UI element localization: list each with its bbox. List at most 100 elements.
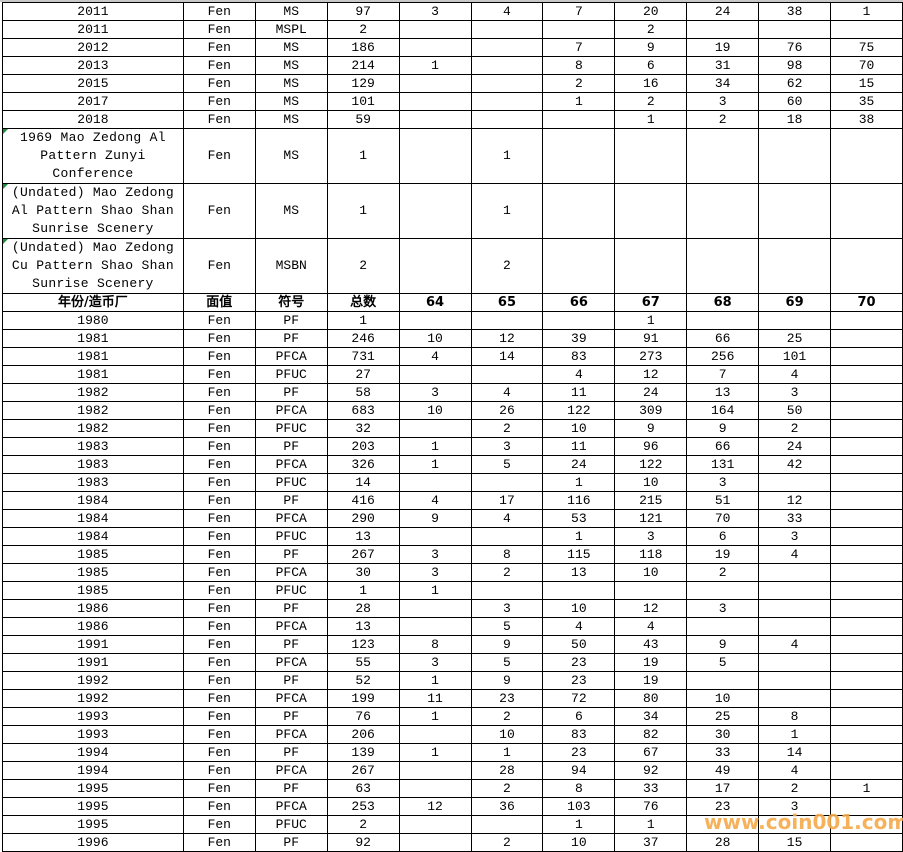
cell-grade-70[interactable]: [830, 509, 903, 528]
cell-grade-symbol[interactable]: MS: [254, 2, 328, 21]
cell-grade-69[interactable]: 62: [758, 74, 832, 93]
cell-denomination[interactable]: Fen: [182, 365, 256, 384]
cell-grade-68[interactable]: 9: [686, 635, 760, 654]
cell-grade-68[interactable]: 24: [686, 2, 760, 21]
cell-year-mint[interactable]: 1986: [2, 599, 184, 618]
cell-grade-70[interactable]: 15: [830, 74, 903, 93]
cell-grade-70[interactable]: 35: [830, 92, 903, 111]
cell-year-mint[interactable]: 1994: [2, 761, 184, 780]
cell-year-mint[interactable]: 1984: [2, 527, 184, 546]
cell-grade-67[interactable]: 12: [614, 599, 688, 618]
cell-grade-70[interactable]: [830, 707, 903, 726]
cell-grade-67[interactable]: 309: [614, 401, 688, 420]
cell-denomination[interactable]: Fen: [182, 183, 256, 239]
cell-year-mint[interactable]: 1991: [2, 635, 184, 654]
cell-grade-66[interactable]: 1: [542, 473, 616, 492]
cell-grade-68[interactable]: 68: [686, 293, 760, 312]
cell-grade-65[interactable]: 2: [470, 419, 544, 438]
cell-denomination[interactable]: Fen: [182, 473, 256, 492]
cell-grade-69[interactable]: [758, 183, 832, 239]
cell-grade-66[interactable]: 83: [542, 725, 616, 744]
cell-year-mint[interactable]: 1981: [2, 329, 184, 348]
cell-grade-70[interactable]: [830, 563, 903, 582]
cell-year-mint[interactable]: 1985: [2, 581, 184, 600]
cell-denomination[interactable]: 面值: [182, 293, 256, 312]
cell-grade-64[interactable]: 12: [398, 797, 472, 816]
cell-grade-69[interactable]: [758, 238, 832, 294]
cell-total[interactable]: 14: [326, 473, 400, 492]
cell-year-mint[interactable]: 1982: [2, 383, 184, 402]
cell-grade-65[interactable]: [470, 365, 544, 384]
cell-grade-65[interactable]: 9: [470, 671, 544, 690]
cell-year-mint[interactable]: 1984: [2, 509, 184, 528]
cell-grade-70[interactable]: [830, 383, 903, 402]
cell-grade-69[interactable]: 76: [758, 38, 832, 57]
cell-grade-symbol[interactable]: PFCA: [254, 689, 328, 708]
cell-grade-67[interactable]: 4: [614, 617, 688, 636]
cell-grade-66[interactable]: 1: [542, 92, 616, 111]
cell-denomination[interactable]: Fen: [182, 110, 256, 129]
cell-grade-68[interactable]: 3: [686, 599, 760, 618]
cell-grade-66[interactable]: 53: [542, 509, 616, 528]
cell-grade-69[interactable]: 24: [758, 437, 832, 456]
cell-grade-67[interactable]: 2: [614, 20, 688, 39]
cell-denomination[interactable]: Fen: [182, 617, 256, 636]
cell-grade-67[interactable]: 6: [614, 56, 688, 75]
cell-grade-69[interactable]: [758, 599, 832, 618]
cell-grade-67[interactable]: 10: [614, 563, 688, 582]
cell-grade-70[interactable]: [830, 365, 903, 384]
cell-grade-68[interactable]: 3: [686, 92, 760, 111]
cell-grade-68[interactable]: 66: [686, 329, 760, 348]
cell-grade-symbol[interactable]: PFUC: [254, 365, 328, 384]
cell-grade-70[interactable]: [830, 473, 903, 492]
cell-grade-69[interactable]: 4: [758, 635, 832, 654]
cell-grade-69[interactable]: [758, 581, 832, 600]
cell-total[interactable]: 267: [326, 761, 400, 780]
cell-grade-65[interactable]: 5: [470, 455, 544, 474]
cell-grade-symbol[interactable]: PFCA: [254, 455, 328, 474]
cell-denomination[interactable]: Fen: [182, 491, 256, 510]
cell-year-mint[interactable]: 1985: [2, 563, 184, 582]
cell-grade-67[interactable]: 91: [614, 329, 688, 348]
cell-grade-65[interactable]: 28: [470, 761, 544, 780]
cell-grade-68[interactable]: [686, 311, 760, 330]
cell-grade-66[interactable]: 11: [542, 437, 616, 456]
cell-total[interactable]: 58: [326, 383, 400, 402]
cell-year-mint[interactable]: 1983: [2, 437, 184, 456]
cell-grade-70[interactable]: 1: [830, 779, 903, 798]
cell-grade-66[interactable]: 2: [542, 74, 616, 93]
cell-grade-65[interactable]: 23: [470, 689, 544, 708]
cell-total[interactable]: 2: [326, 20, 400, 39]
cell-grade-symbol[interactable]: PF: [254, 329, 328, 348]
cell-grade-symbol[interactable]: PFCA: [254, 347, 328, 366]
cell-total[interactable]: 总数: [326, 293, 400, 312]
cell-grade-65[interactable]: [470, 527, 544, 546]
cell-grade-66[interactable]: 122: [542, 401, 616, 420]
cell-grade-69[interactable]: [758, 653, 832, 672]
cell-grade-70[interactable]: [830, 599, 903, 618]
cell-grade-65[interactable]: 2: [470, 563, 544, 582]
cell-grade-64[interactable]: 1: [398, 743, 472, 762]
cell-total[interactable]: 129: [326, 74, 400, 93]
cell-grade-68[interactable]: [686, 617, 760, 636]
cell-grade-67[interactable]: [614, 581, 688, 600]
cell-grade-67[interactable]: 1: [614, 815, 688, 834]
cell-grade-symbol[interactable]: PF: [254, 599, 328, 618]
cell-grade-symbol[interactable]: PF: [254, 491, 328, 510]
cell-denomination[interactable]: Fen: [182, 56, 256, 75]
cell-grade-65[interactable]: [470, 56, 544, 75]
cell-grade-65[interactable]: [470, 311, 544, 330]
cell-grade-67[interactable]: 1: [614, 311, 688, 330]
cell-grade-69[interactable]: 38: [758, 2, 832, 21]
cell-denomination[interactable]: Fen: [182, 455, 256, 474]
cell-grade-64[interactable]: [398, 128, 472, 184]
cell-grade-69[interactable]: 18: [758, 110, 832, 129]
cell-year-mint[interactable]: 1991: [2, 653, 184, 672]
cell-grade-65[interactable]: [470, 815, 544, 834]
cell-grade-67[interactable]: 3: [614, 527, 688, 546]
cell-grade-70[interactable]: [830, 401, 903, 420]
cell-total[interactable]: 246: [326, 329, 400, 348]
cell-grade-66[interactable]: 8: [542, 56, 616, 75]
cell-grade-66[interactable]: 94: [542, 761, 616, 780]
cell-grade-69[interactable]: 25: [758, 329, 832, 348]
